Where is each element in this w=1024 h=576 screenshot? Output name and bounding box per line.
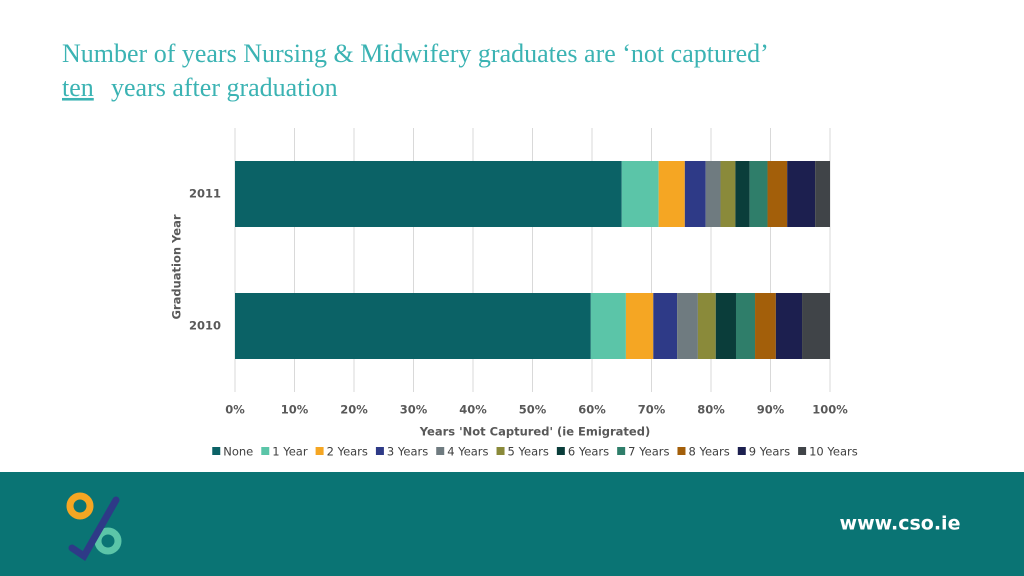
legend-label: 7 Years [628,445,669,459]
bar-segment [590,293,626,359]
legend-swatch [677,447,686,455]
title-line1: Number of years Nursing & Midwifery grad… [62,39,769,68]
legend-label: 6 Years [568,445,609,459]
x-tick-label: 70% [638,403,666,417]
bar-segment [755,293,776,359]
x-tick-label: 0% [225,403,245,417]
legend-label: 3 Years [387,445,428,459]
bar-segment [767,161,788,227]
legend-label: 9 Years [749,445,790,459]
bar-segment [787,161,816,227]
legend-swatch [436,447,445,455]
bar-segment [621,161,659,227]
bar-segment [720,161,736,227]
legend-swatch [261,447,270,455]
x-tick-label: 100% [812,403,848,417]
legend-swatch [315,447,324,455]
legend-label: 1 Year [272,445,308,459]
bar-segment [802,293,830,359]
legend-label: 5 Years [508,445,549,459]
y-axis-title: Graduation Year [170,214,184,319]
x-tick-label: 60% [578,403,606,417]
bar-segment [625,293,654,359]
x-axis-title: Years 'Not Captured' (ie Emigrated) [419,425,650,439]
y-tick-label: 2011 [189,187,221,201]
x-tick-label: 40% [459,403,487,417]
x-tick-label: 80% [697,403,725,417]
bar-segment [235,161,622,227]
bar-segment [697,293,716,359]
bar-segment [715,293,736,359]
bar-segment [705,161,721,227]
footer-band [0,472,1024,576]
bar-segment [658,161,685,227]
legend-label: 4 Years [447,445,488,459]
bar-segment [235,293,591,359]
bar-segment [677,293,698,359]
y-tick-label: 2010 [189,319,221,333]
title-rest: years after graduation [111,73,338,102]
legend-label: 8 Years [688,445,729,459]
legend-swatch [617,447,626,455]
x-tick-label: 30% [400,403,428,417]
bar-segment [749,161,768,227]
legend-swatch [556,447,565,455]
legend-swatch [496,447,505,455]
bar-segment [653,293,678,359]
bar-segment [815,161,830,227]
bar-segment [735,293,756,359]
x-tick-label: 10% [281,403,309,417]
bar-segment [775,293,803,359]
logo [66,492,122,561]
title-emphasis: ten [62,73,94,102]
legend-label: None [223,445,253,459]
bar-segment [684,161,706,227]
legend-label: 2 Years [327,445,368,459]
footer-url[interactable]: www.cso.ie [840,513,961,535]
x-tick-label: 90% [757,403,785,417]
x-tick-label: 50% [519,403,547,417]
bar-segment [735,161,750,227]
legend-swatch [375,447,384,455]
legend-swatch [798,447,807,455]
legend-swatch [737,447,746,455]
legend-label: 10 Years [809,445,858,459]
legend-swatch [212,447,221,455]
x-tick-label: 20% [340,403,368,417]
